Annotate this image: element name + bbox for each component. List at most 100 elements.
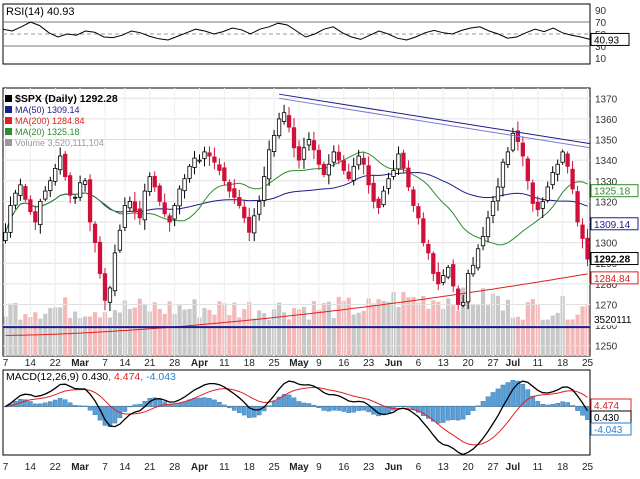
candle-body [386,178,391,189]
candle-body [217,164,222,171]
candle-body [132,201,137,213]
macd-histogram-bar [341,406,347,412]
volume-bar [281,312,287,356]
macd-histogram-bar [28,401,33,407]
macd-histogram-bar [222,404,227,407]
volume-bar [565,319,570,356]
price-x-tick-label: 25 [269,358,281,369]
price-y-tick-label: 1320 [595,197,618,208]
macd-x-tick-label: 18 [557,462,569,473]
macd-histogram-bar [416,406,421,413]
resistance-trendline-inner [279,97,591,149]
candle-body [401,152,406,169]
price-value-box [590,271,639,285]
macd-title-part: , 4.474 [108,371,140,383]
volume-bar [232,302,237,356]
volume-bar [152,302,157,356]
macd-x-tick-label: 6 [416,462,422,473]
macd-histogram-bar [62,399,68,407]
macd-histogram-bar [237,406,242,413]
macd-histogram-bar [490,392,496,407]
volume-bar [182,309,187,356]
macd-x-tick-label: Jun [385,462,403,473]
candle-body [276,118,282,137]
volume-bar [242,309,247,356]
candle-body [43,190,48,200]
rsi-y-tick-label: 30 [595,42,607,53]
candle-body [266,149,272,180]
volume-bar [321,303,326,356]
macd-histogram-bar [232,406,237,411]
macd-x-tick-label: 13 [438,462,450,473]
volume-bar [515,316,520,356]
macd-histogram-bar [271,400,277,407]
volume-bar [495,295,501,356]
price-x-tick-label: 7 [3,358,9,369]
volume-bar [92,312,98,356]
price-x-tick-label: 20 [463,358,475,369]
macd-histogram-bar [470,406,476,411]
candle-body [396,153,401,170]
macd-histogram-bar [311,404,317,407]
price-value-label: 3520111 [594,315,632,326]
macd-x-tick-label: 7 [102,462,108,473]
candle-body [416,206,421,219]
volume-bar [217,301,222,356]
macd-x-tick-label: 21 [144,462,156,473]
candle-body [97,241,103,274]
candle-body [222,167,227,182]
candle-body [391,170,396,177]
macd-histogram-bar [535,401,541,407]
macd-histogram-bar [386,406,391,413]
macd-histogram-bar [356,406,361,411]
volume-bar [107,317,113,356]
macd-histogram-bar [331,406,337,411]
price-x-tick-label: 11 [533,358,544,369]
volume-bar [257,310,262,356]
macd-histogram-bar [480,401,486,407]
volume-bar [540,319,545,356]
macd-x-tick-label: 14 [25,462,37,473]
volume-bar [351,314,356,356]
price-y-tick-label: 1340 [595,156,618,167]
candle-body [366,165,371,186]
macd-histogram-bar [540,404,546,407]
macd-histogram-bar [276,396,282,407]
candle-body [426,243,431,254]
macd-histogram-bar [396,406,401,408]
volume-bar [401,291,406,356]
candle-body [431,253,436,274]
rsi-title: RSI(14) 40.93 [6,6,74,18]
volume-bar [262,313,267,356]
candle-body [376,198,381,208]
macd-histogram-bar [87,406,93,411]
volume-bar [142,303,147,356]
macd-x-tick-label: Apr [191,462,208,473]
candle-body [77,182,83,198]
volume-bar [18,319,23,356]
macd-histogram-bar [485,396,491,407]
candle-body [510,132,516,151]
price-x-tick-label: 28 [169,358,181,369]
candle-body [232,188,237,198]
volume-bar [371,303,376,356]
macd-histogram-bar [137,403,143,407]
macd-histogram-bar [321,406,327,411]
macd-histogram-bar [301,402,307,407]
volume-bar [202,308,207,356]
volume-bar [167,301,172,356]
macd-histogram-bar [192,398,197,407]
macd-value-label: 4.474 [594,401,619,412]
volume-bar [485,305,491,356]
macd-title-part: MACD(12,26,9) [6,371,79,383]
candle-body [182,178,187,192]
volume-bar [520,319,525,356]
macd-histogram-bar [560,401,565,407]
candle-body [3,231,8,241]
macd-x-tick-label: May [289,462,309,473]
legend-swatch [5,117,12,124]
macd-histogram-bar [177,403,182,407]
macd-histogram-bar [251,406,257,418]
candle-body [33,211,38,223]
rsi-y-tick-label: 10 [595,54,607,65]
